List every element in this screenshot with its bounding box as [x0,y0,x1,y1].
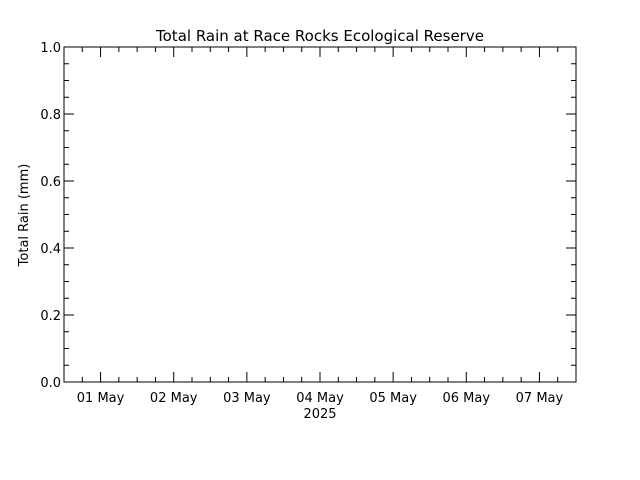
x-tick-label: 05 May [369,391,417,406]
x-axis-label: 2025 [303,407,336,422]
y-axis-label: Total Rain (mm) [17,164,32,268]
x-tick-label: 06 May [443,391,491,406]
chart-title: Total Rain at Race Rocks Ecological Rese… [155,27,484,45]
x-tick-label: 07 May [516,391,564,406]
y-tick-label: 1.0 [40,41,61,56]
tick-marks [63,46,577,383]
x-tick-label: 03 May [223,391,271,406]
y-tick-label: 0.8 [40,108,61,123]
x-tick-label: 01 May [77,391,125,406]
x-tick-label: 02 May [150,391,198,406]
y-tick-label: 0.4 [40,242,61,257]
tick-labels: 0.0 0.2 0.4 0.6 0.8 1.0 01 May 02 May 03 May 04 M… [40,41,563,406]
y-tick-label: 0.6 [40,175,61,190]
x-tick-label: 04 May [296,391,344,406]
y-tick-label: 0.0 [40,376,61,391]
y-tick-label: 0.2 [40,309,61,324]
